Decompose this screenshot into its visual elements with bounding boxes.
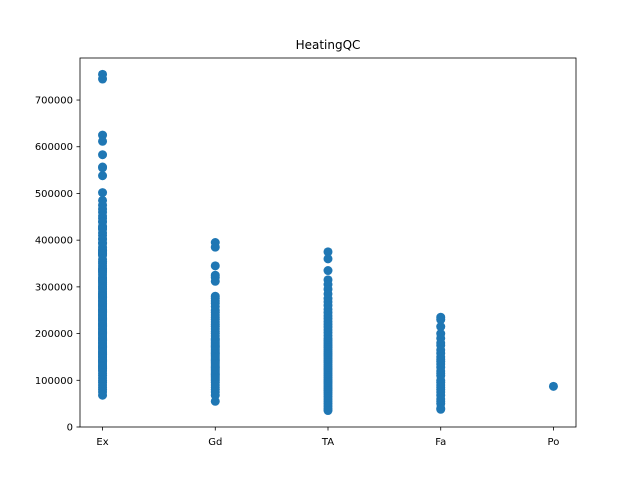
x-tick-label-fa: Fa [435,437,446,448]
data-point-fa-28 [436,404,446,414]
data-point-ex-4 [98,150,108,160]
x-tick-label-ta: TA [321,437,334,448]
data-point-ex-133 [98,390,108,400]
data-point-ex-7 [98,171,108,181]
y-tick-label-0: 0 [67,423,73,434]
data-point-gd-60 [210,396,220,406]
y-tick-label-500000: 500000 [35,189,73,200]
plot-frame [79,57,577,428]
data-point-gd-5 [210,276,220,286]
data-point-ta-0 [323,247,333,257]
y-axis: 0 100000 200000 300000 400000 500000 600000 700… [35,96,80,434]
data-point-ta-1 [323,254,333,264]
y-tick-label-200000: 200000 [35,329,73,340]
data-point-fa-1 [436,315,446,325]
data-point-ex-6 [98,163,108,173]
y-tick-label-700000: 700000 [35,96,73,107]
y-tick-label-400000: 400000 [35,236,73,247]
data-point-gd-2 [210,261,220,271]
y-tick-label-600000: 600000 [35,142,73,153]
chart-title: HeatingQC [296,38,361,52]
data-point-ex-2 [98,130,108,140]
data-point-ex-8 [98,188,108,198]
data-point-ta-57 [323,406,333,416]
data-point-ta-2 [323,266,333,276]
data-point-gd-1 [210,242,220,252]
data-point-ex-3 [98,136,108,146]
y-tick-label-100000: 100000 [35,376,73,387]
x-tick-label-po: Po [548,437,560,448]
x-tick-label-ex: Ex [96,437,108,448]
data-point-ex-1 [98,74,108,84]
x-axis: Ex Gd TA Fa Po [96,427,559,448]
plot-points [98,69,558,416]
y-tick-label-300000: 300000 [35,282,73,293]
x-tick-label-gd: Gd [208,437,222,448]
data-point-po-0 [548,381,558,391]
data-point-fa-2 [436,322,446,332]
